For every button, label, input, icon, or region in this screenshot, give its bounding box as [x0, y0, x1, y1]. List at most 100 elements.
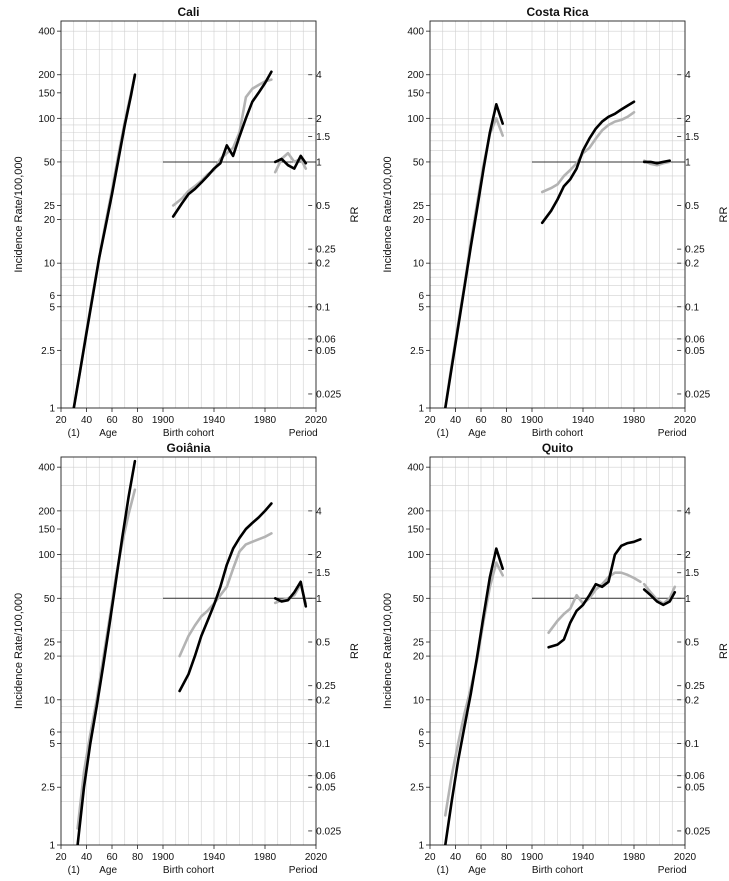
age-curve-black: [76, 459, 137, 845]
x-tick-label: 1980: [623, 852, 646, 863]
rr-tick-label: 2: [685, 114, 691, 125]
chart-panel-3: Goiânia 1 2.5 56 10 20 25 50 100 150 200 400 Inciden…: [13, 441, 361, 876]
y-tick-label: 5: [418, 739, 424, 750]
y-tick-label: 150: [38, 525, 55, 536]
x-tick-label: 60: [475, 852, 487, 863]
y-tick-label: 10: [44, 695, 56, 706]
rr-tick-label: 1: [316, 157, 322, 168]
chart-panel-4: Quito 1 2.5 56 10 20 25 50 100 150 200 400 Incidence…: [382, 441, 729, 876]
rr-tick-label: 0.05: [685, 346, 705, 357]
x-axis-label: Age: [99, 865, 117, 876]
y-axis-right: 0.025 0.050.06 0.1 0.2 0.25 0.5 1 1.5 2 4 RR: [308, 506, 361, 837]
y-axis-right: 0.025 0.050.06 0.1 0.2 0.25 0.5 1 1.5 2 4 RR: [677, 70, 729, 400]
rr-tick-label: 0.5: [316, 201, 330, 212]
x-tick-label: 60: [106, 852, 118, 863]
y-tick-label: 20: [413, 215, 425, 226]
period-curve-grey: [642, 582, 677, 605]
y-tick-label: 10: [44, 259, 56, 270]
x-axis-label: (1): [437, 865, 449, 876]
y-tick-label: 25: [413, 638, 425, 649]
y-tick-label: 25: [44, 638, 56, 649]
x-axis-label: Birth cohort: [532, 865, 583, 876]
y-tick-label: 100: [38, 550, 55, 561]
x-tick-label: 80: [132, 852, 144, 863]
cohort-curve-black: [171, 70, 273, 218]
y-tick-label: 1: [49, 841, 55, 852]
rr-tick-label: 4: [685, 70, 691, 81]
rr-tick-label: 0.25: [316, 681, 336, 692]
y-tick-label: 25: [44, 201, 56, 212]
y-tick-label: 1: [418, 841, 424, 852]
y-tick-label: 20: [44, 215, 56, 226]
x-tick-label: 40: [81, 415, 93, 426]
y-tick-label: 50: [413, 594, 425, 605]
x-axis-label: Period: [289, 865, 318, 876]
rr-tick-label: 2: [316, 114, 322, 125]
x-axis-label: (1): [68, 428, 80, 439]
y-tick-label: 6: [49, 728, 55, 739]
cohort-curve-black: [178, 502, 273, 693]
x-axis-label: Age: [468, 865, 486, 876]
x-axis-label: Birth cohort: [532, 428, 583, 439]
y-tick-label: 6: [49, 291, 55, 302]
rr-tick-label: 0.25: [685, 245, 705, 256]
y-axis-left: 1 2.5 56 10 20 25 50 100 150 200 400 Incidence Rate…: [382, 463, 430, 852]
x-axis-label: (1): [68, 865, 80, 876]
rr-axis-label: RR: [718, 643, 729, 659]
y-axis-label: Incidence Rate/100,000: [382, 156, 394, 272]
y-tick-label: 400: [407, 463, 424, 474]
x-tick-label: 2020: [674, 415, 697, 426]
x-tick-label: 40: [450, 852, 462, 863]
chart-panel-1: Cali 1 2.5 56 10 20 25 50 100 150 200 400 Incidence …: [13, 5, 361, 439]
y-axis-label: Incidence Rate/100,000: [13, 593, 25, 709]
rr-tick-label: 0.5: [685, 201, 699, 212]
y-axis-right: 0.025 0.050.06 0.1 0.2 0.25 0.5 1 1.5 2 4 RR: [308, 70, 361, 400]
cohort-curve-black: [547, 538, 642, 649]
grid-lines: [429, 457, 686, 846]
rr-tick-label: 0.2: [685, 695, 699, 706]
y-axis-label: Incidence Rate/100,000: [382, 593, 394, 709]
data-lines: [444, 100, 671, 408]
y-tick-label: 25: [413, 201, 425, 212]
period-curve-black: [642, 588, 677, 607]
y-tick-label: 150: [38, 88, 55, 99]
y-tick-label: 20: [413, 652, 425, 663]
x-axis-label: Period: [658, 865, 687, 876]
y-axis-left: 1 2.5 56 10 20 25 50 100 150 200 400 Incidence Rate…: [382, 27, 430, 415]
x-tick-label: 40: [81, 852, 93, 863]
y-tick-label: 150: [407, 525, 424, 536]
y-tick-label: 50: [44, 594, 56, 605]
y-tick-label: 6: [418, 728, 424, 739]
x-tick-label: 1940: [203, 852, 226, 863]
rr-tick-label: 1.5: [685, 568, 699, 579]
grid-lines: [60, 21, 317, 409]
y-tick-label: 200: [407, 70, 424, 81]
chart-title: Cali: [177, 5, 199, 19]
x-axis-label: Birth cohort: [163, 865, 214, 876]
rr-tick-label: 1: [685, 594, 691, 605]
y-tick-label: 200: [38, 70, 55, 81]
x-axis: 20 40 60 80 1900 1940 1980 2020 (1) Age Birth coho…: [424, 845, 697, 876]
period-curve-grey: [273, 151, 308, 174]
cohort-curve-grey: [547, 571, 642, 634]
rr-tick-label: 0.2: [316, 259, 330, 270]
period-curve-black: [642, 159, 671, 165]
rr-tick-label: 0.5: [316, 638, 330, 649]
rr-tick-label: 0.06: [316, 334, 336, 345]
rr-tick-label: 0.25: [316, 245, 336, 256]
x-tick-label: 1980: [254, 852, 277, 863]
y-tick-label: 50: [413, 157, 425, 168]
x-tick-label: 20: [424, 852, 436, 863]
x-tick-label: 2020: [674, 852, 697, 863]
data-lines: [76, 459, 308, 845]
y-tick-label: 400: [407, 27, 424, 38]
x-tick-label: 20: [424, 415, 436, 426]
x-tick-label: 20: [55, 415, 67, 426]
chart-panel-2: Costa Rica 1 2.5 56 10 20 25 50 100 150 200 400 Inci…: [382, 5, 729, 439]
rr-tick-label: 0.1: [316, 739, 330, 750]
y-tick-label: 2.5: [41, 346, 55, 357]
x-tick-label: 1900: [152, 852, 175, 863]
plot-frame: [429, 20, 686, 409]
y-tick-label: 100: [407, 114, 424, 125]
